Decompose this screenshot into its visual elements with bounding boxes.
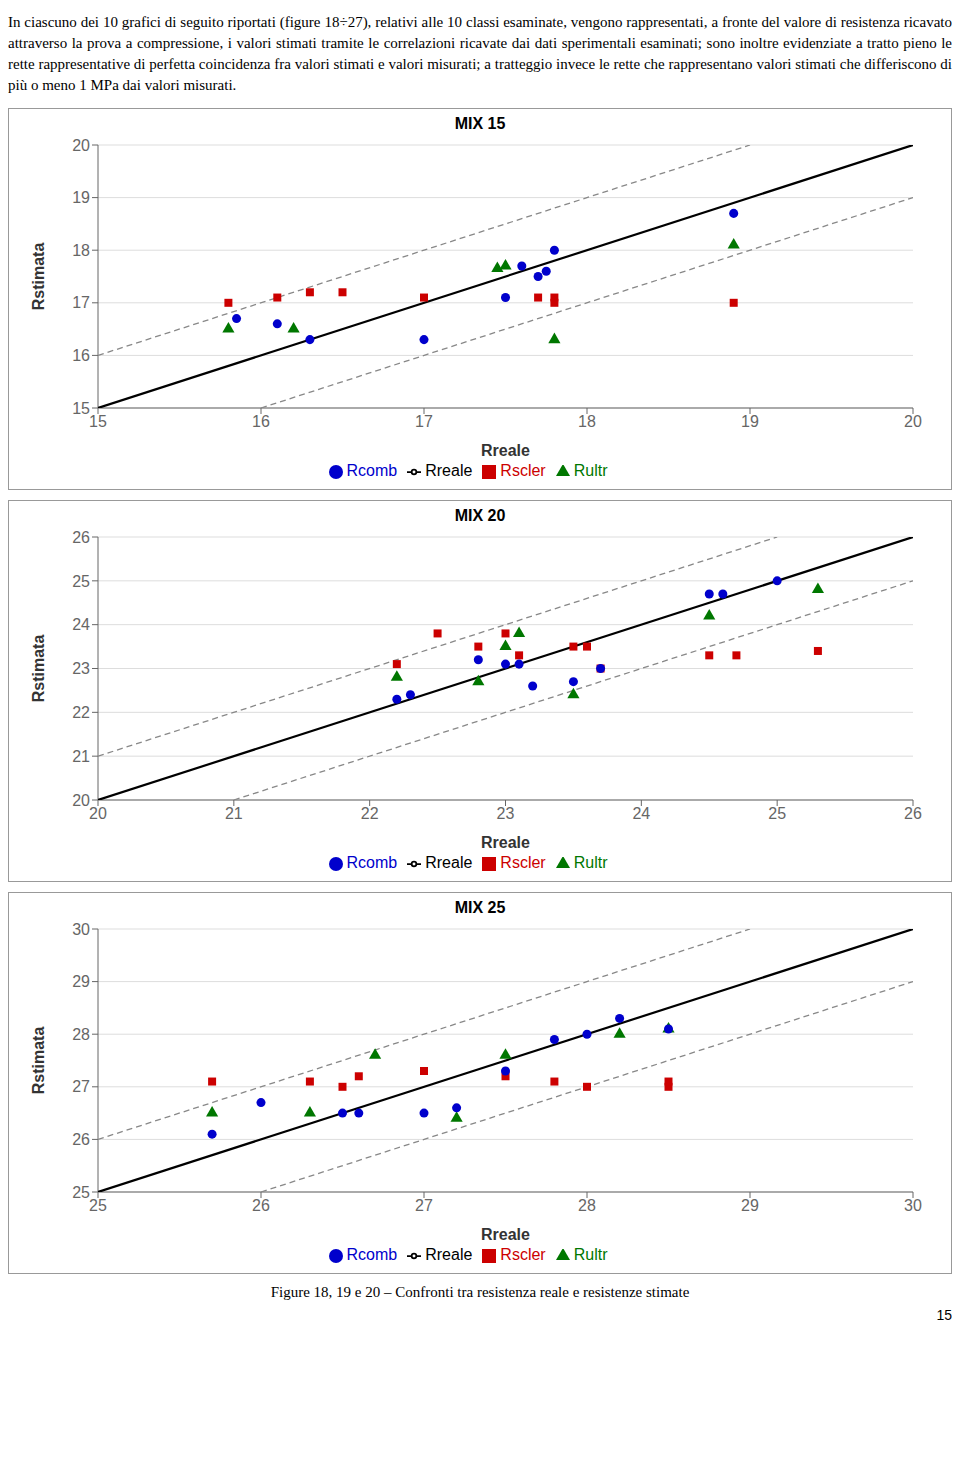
html-text:MIX 25: MIX 25 [454,899,506,916]
svg-text:Rstimata: Rstimata [30,1027,47,1095]
svg-text:26: 26 [72,1131,90,1148]
svg-text:17: 17 [72,294,90,311]
svg-text:18: 18 [72,242,90,259]
html-text:Rscler: Rscler [500,462,546,479]
svg-text:25: 25 [768,805,786,822]
svg-text:27: 27 [415,1197,433,1214]
svg-text:30: 30 [904,1197,922,1214]
html-text:MIX 15: MIX 15 [454,115,506,132]
html-text:Rcomb: Rcomb [346,854,398,871]
svg-text:20: 20 [72,792,90,809]
html-text:Rultr: Rultr [573,462,608,479]
svg-text:17: 17 [415,413,433,430]
html-text:Rcomb: Rcomb [346,1246,398,1263]
html-text:Rscler: Rscler [500,1246,546,1263]
svg-text:18: 18 [578,413,596,430]
svg-text:19: 19 [72,189,90,206]
svg-text:16: 16 [72,347,90,364]
svg-text:27: 27 [72,1078,90,1095]
svg-text:29: 29 [741,1197,759,1214]
html-text:Rscler: Rscler [500,854,546,871]
html-text:Rreale: Rreale [425,462,473,479]
html-text:Figure 18, 19 e 20 – Confronti: Figure 18, 19 e 20 – Confronti tra resis… [270,1284,690,1300]
svg-text:30: 30 [72,921,90,938]
svg-text:15: 15 [89,413,107,430]
svg-text:24: 24 [72,616,90,633]
html-text:Rreale: Rreale [425,854,473,871]
svg-text:15: 15 [72,400,90,417]
html-text:Rcomb: Rcomb [346,462,398,479]
svg-text:26: 26 [252,1197,270,1214]
svg-text:25: 25 [72,573,90,590]
svg-text:26: 26 [72,529,90,546]
svg-text:Rstimata: Rstimata [30,243,47,311]
html-text:15: 15 [936,1307,952,1323]
svg-text:16: 16 [252,413,270,430]
html-text:Rreale: Rreale [425,1246,473,1263]
svg-text:25: 25 [89,1197,107,1214]
svg-text:24: 24 [632,805,650,822]
svg-text:22: 22 [361,805,379,822]
svg-text:Rreale: Rreale [481,442,530,459]
svg-text:Rreale: Rreale [481,834,530,851]
svg-text:29: 29 [72,973,90,990]
svg-text:21: 21 [72,748,90,765]
svg-text:28: 28 [72,1026,90,1043]
svg-text:23: 23 [72,660,90,677]
svg-text:Rreale: Rreale [481,1226,530,1243]
svg-text:20: 20 [72,137,90,154]
svg-text:19: 19 [741,413,759,430]
html-text:Rultr: Rultr [573,1246,608,1263]
svg-text:20: 20 [89,805,107,822]
svg-text:20: 20 [904,413,922,430]
html-text:In ciascuno dei 10 grafici di: In ciascuno dei 10 grafici di seguito ri… [8,14,952,93]
svg-text:23: 23 [497,805,515,822]
svg-text:22: 22 [72,704,90,721]
svg-text:21: 21 [225,805,243,822]
svg-text:Rstimata: Rstimata [30,635,47,703]
svg-text:28: 28 [578,1197,596,1214]
html-text:Rultr: Rultr [573,854,608,871]
svg-text:25: 25 [72,1184,90,1201]
svg-text:26: 26 [904,805,922,822]
html-text:MIX 20: MIX 20 [454,507,506,524]
